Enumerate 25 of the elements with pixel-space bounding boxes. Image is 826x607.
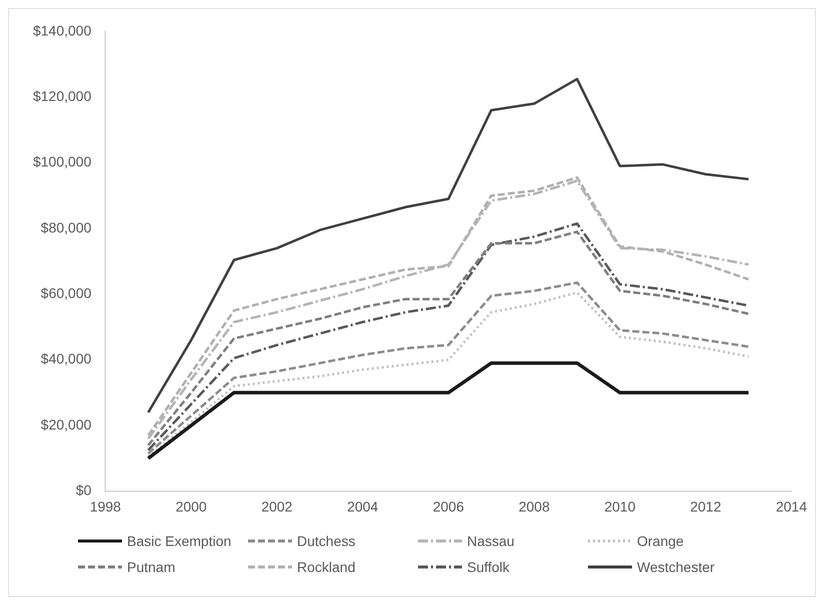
y-tick-label: $80,000	[40, 219, 92, 236]
y-tick-label: $60,000	[40, 285, 92, 301]
y-tick-label: $40,000	[40, 350, 92, 367]
x-tick-label: 1998	[90, 498, 122, 514]
x-tick-label: 2014	[776, 498, 808, 514]
x-tick-label: 2012	[690, 498, 722, 514]
y-tick-label: $20,000	[40, 416, 92, 432]
legend-label: Rockland	[297, 559, 356, 575]
legend-label: Putnam	[127, 559, 176, 575]
x-tick-label: 2000	[176, 498, 207, 514]
y-tick-label: $100,000	[32, 154, 92, 170]
legend-label: Westchester	[637, 559, 715, 575]
legend-label: Dutchess	[297, 533, 356, 549]
x-tick-label: 2006	[432, 498, 464, 514]
y-tick-label: $140,000	[32, 22, 92, 38]
x-tick-label: 2010	[604, 498, 636, 514]
legend-label: Nassau	[467, 533, 514, 549]
y-tick-label: $120,000	[32, 88, 92, 104]
x-tick-label: 2008	[518, 498, 550, 514]
legend-label: Suffolk	[467, 559, 510, 575]
legend-label: Orange	[637, 533, 684, 549]
legend-label: Basic Exemption	[127, 533, 232, 549]
x-tick-label: 2002	[261, 498, 293, 514]
x-tick-label: 2004	[347, 498, 378, 514]
y-tick-label: $0	[76, 482, 92, 498]
